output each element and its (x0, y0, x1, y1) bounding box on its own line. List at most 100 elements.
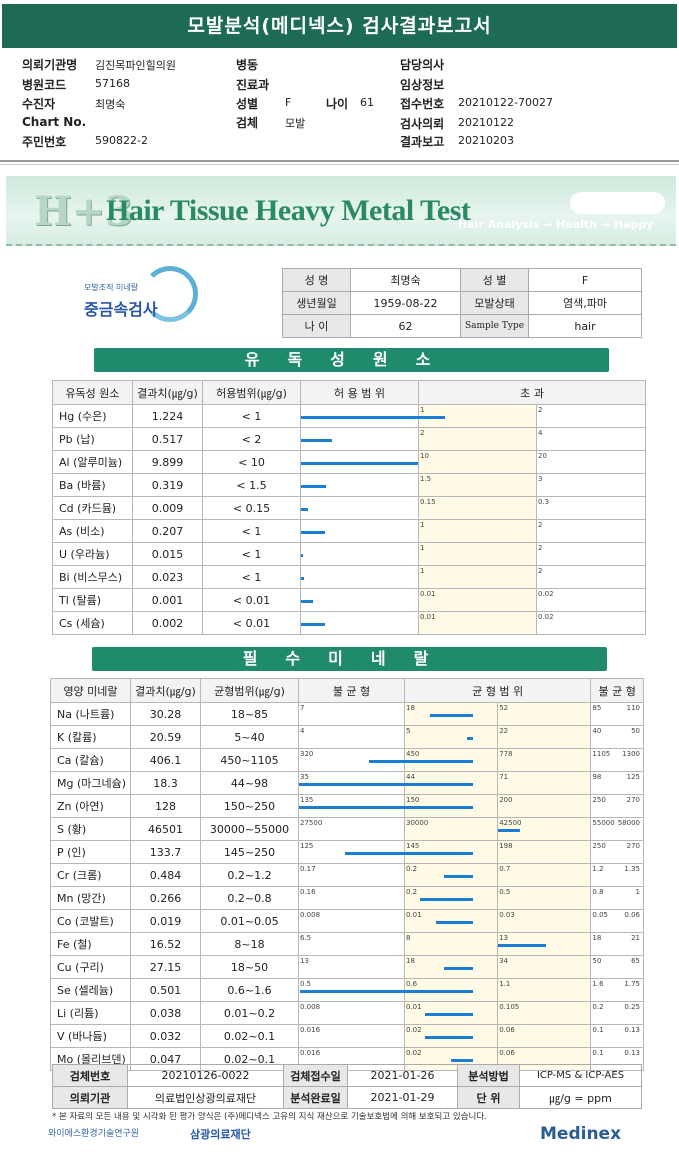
allowed-cell (300, 611, 419, 635)
result-label: 결과보고 (400, 135, 445, 149)
tick-label: 0.1 (592, 1026, 604, 1034)
tick-label: 0.105 (499, 1003, 520, 1011)
tick-label: 0.06 (499, 1026, 515, 1034)
tick-label: 125 (626, 773, 640, 781)
divider (0, 164, 679, 165)
result-bar (299, 806, 405, 809)
element-name: Hg (수은) (52, 404, 133, 428)
result-bar (301, 508, 309, 511)
result-bar (429, 714, 473, 717)
balance-range: 0.2~1.2 (200, 863, 299, 887)
excess-cell: 0.01 (418, 611, 537, 635)
copyright-note: * 본 자료의 모든 내용 및 시각화 된 평가 양식은 (주)메디넥스 고유의… (52, 1112, 487, 1122)
high-cell: 55000 58000 (590, 817, 644, 841)
tick-label: 0.5 (499, 888, 511, 896)
allowed-range: < 1.5 (202, 473, 301, 497)
tick-label: 22 (499, 727, 509, 735)
hospital-code: 57168 (95, 77, 130, 90)
tick-label: 1.6 (592, 980, 604, 988)
high-cell: 98 125 (590, 771, 644, 795)
tick-label: 71 (499, 773, 509, 781)
tick-label: 35 (300, 773, 309, 781)
tick-label: 0.8 (592, 888, 604, 896)
unit-label: 단 위 (457, 1086, 520, 1109)
tick-label: 5 (406, 727, 411, 735)
logo-arc-icon (142, 266, 198, 322)
age: 61 (360, 96, 374, 109)
mineral-header: 균형범위(㎍/g) (200, 678, 299, 703)
high-cell: 0.05 0.06 (590, 909, 644, 933)
toxic-header: 결과치(㎍/g) (132, 380, 203, 405)
toxic-header: 허 용 범 위 (300, 380, 419, 405)
table-row: Mn (망간) 0.266 0.2~0.8 0.16 0.2 0.5 0.8 1 (50, 886, 644, 910)
receipt-label: 접수번호 (400, 97, 445, 111)
result-value: 18.3 (130, 771, 201, 795)
tick-label: 0.016 (300, 1026, 321, 1034)
tick-label: 135 (300, 796, 314, 804)
result-value: 1.224 (132, 404, 203, 428)
balance-cell: 44 (403, 771, 499, 795)
table-row: Co (코발트) 0.019 0.01~0.05 0.008 0.01 0.03 0.05 0… (50, 909, 644, 933)
tick-label: 1 (420, 544, 425, 552)
patient-sample-label: Sample Type (460, 314, 529, 338)
excess-cell: 1 (418, 519, 537, 543)
tick-label: 0.15 (420, 498, 436, 506)
balance-cell: 22 (497, 725, 592, 749)
balance-cell: 0.01 (403, 1001, 499, 1025)
low-cell: 0.16 (298, 886, 405, 910)
allowed-cell (300, 519, 419, 543)
excess-cell: 10 (418, 450, 537, 474)
tick-label: 65 (631, 957, 640, 965)
tick-label: 1.75 (624, 980, 640, 988)
id: 590822-2 (95, 134, 148, 147)
unit: ㎍/g = ppm (519, 1086, 642, 1109)
logo-small: 모발조직 미네랄 (84, 283, 139, 292)
tick-label: 0.05 (592, 911, 608, 919)
balance-cell: 0.01 (403, 909, 499, 933)
result-bar (301, 623, 325, 626)
tick-label: 1.1 (499, 980, 511, 988)
balance-cell: 0.5 (497, 886, 592, 910)
element-name: U (우라늄) (52, 542, 133, 566)
low-cell: 320 (298, 748, 405, 772)
tick-label: 27500 (300, 819, 323, 827)
doctor-label: 담당의사 (400, 58, 445, 72)
tick-label: 13 (499, 934, 509, 942)
tick-label: 145 (406, 842, 420, 850)
result-value: 27.15 (130, 955, 201, 979)
element-name: As (비소) (52, 519, 133, 543)
tick-label: 0.13 (624, 1049, 640, 1057)
hospital-code-label: 병원코드 (22, 78, 67, 92)
element-name: Pb (납) (52, 427, 133, 451)
balance-cell: 1.1 (497, 978, 592, 1002)
table-row: Li (리튬) 0.038 0.01~0.2 0.008 0.01 0.105 0.2 0.2… (50, 1001, 644, 1025)
table-row: Cr (크롬) 0.484 0.2~1.2 0.17 0.2 0.7 1.2 1.35 (50, 863, 644, 887)
element-name: Ca (칼슘) (50, 748, 131, 772)
blank-pill (570, 192, 665, 214)
result-bar (498, 944, 547, 947)
result-bar (301, 577, 304, 580)
result-bar (405, 760, 473, 763)
tick-label: 0.2 (592, 1003, 604, 1011)
high-cell: 250 270 (590, 794, 644, 818)
age-label: 나이 (326, 97, 349, 111)
tick-label: 50 (592, 957, 602, 965)
tick-label: 3 (538, 475, 543, 483)
tick-label: 0.2 (406, 888, 418, 896)
tick-label: 0.25 (624, 1003, 640, 1011)
tick-label: 0.6 (406, 980, 418, 988)
chart-label: Chart No. (22, 115, 87, 129)
result-bar (369, 760, 405, 763)
tick-label: 0.01 (406, 1003, 422, 1011)
result-bar (345, 852, 405, 855)
tick-label: 1.35 (624, 865, 640, 873)
patient-name-label: 성 명 (282, 268, 351, 292)
tick-label: 0.02 (406, 1026, 422, 1034)
excess-cell: 0.02 (536, 611, 646, 635)
recipient-label: 수진자 (22, 97, 56, 111)
tick-label: 6.5 (300, 934, 312, 942)
patient-name: 최명숙 (350, 268, 461, 292)
patient-hair-label: 모발상태 (460, 291, 529, 315)
report-title: 모발분석(메디넥스) 검사결과보고서 (2, 4, 677, 48)
element-name: Co (코발트) (50, 909, 131, 933)
